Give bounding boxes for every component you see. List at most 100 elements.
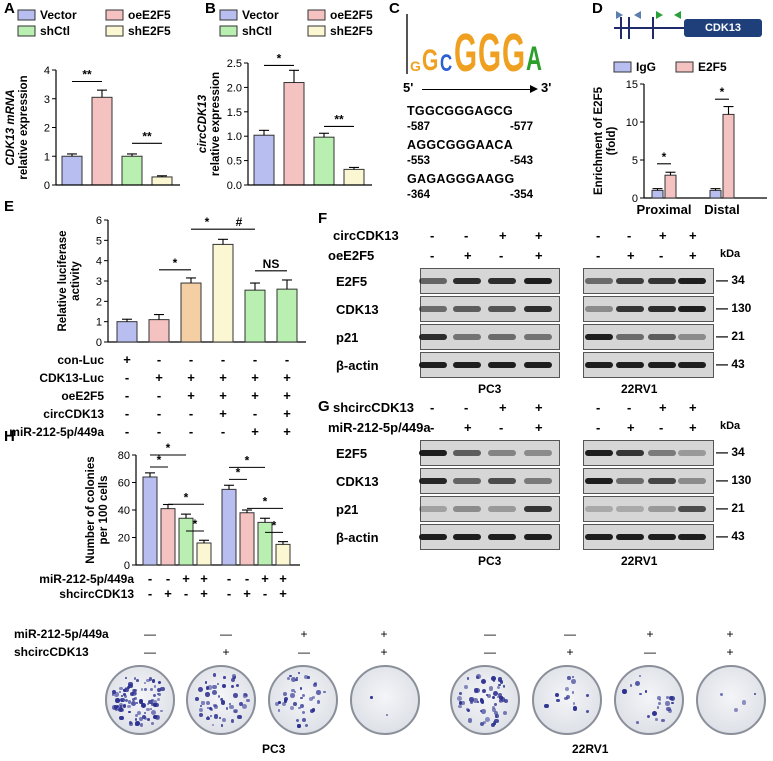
colony-cell-label: 22RV1 xyxy=(572,742,609,756)
blot-cell-label: 22RV1 xyxy=(621,382,658,396)
colony-dot xyxy=(148,699,153,704)
colony-dot xyxy=(220,697,224,701)
blot-band xyxy=(419,306,447,312)
table-h-mark: + xyxy=(243,586,251,601)
colony-dot xyxy=(139,723,144,727)
colony-dot xyxy=(491,705,495,709)
chart-d-sig-label: * xyxy=(662,150,667,164)
colony-dot xyxy=(544,703,549,709)
chart-h-ylabel-1: Number of colonies xyxy=(85,456,97,563)
chart-d-legend-swatch xyxy=(613,61,632,73)
chart-a-bar xyxy=(61,155,83,186)
table-e-row-label: con-Luc xyxy=(57,353,104,367)
colony-dot xyxy=(120,694,124,698)
logo-a: A xyxy=(526,40,542,78)
chart-h-sig-label: * xyxy=(245,453,250,467)
table-h-mark: - xyxy=(227,571,231,586)
colony-dot xyxy=(457,704,462,709)
logo-c: C xyxy=(440,50,453,77)
colony-dot xyxy=(212,684,217,690)
blot-condition-mark: - xyxy=(627,228,632,243)
chart-e-tick-label: 2 xyxy=(96,296,102,308)
blot-band xyxy=(616,478,644,484)
colony-dot xyxy=(140,703,146,709)
colony-dot xyxy=(479,721,484,727)
colony-dot xyxy=(207,706,210,709)
blot-band xyxy=(648,306,676,312)
table-e-mark: + xyxy=(283,406,291,421)
colony-dot xyxy=(458,701,463,706)
table-h-mark: - xyxy=(148,586,152,601)
colony-dot xyxy=(567,676,571,680)
chart-a-tick-label: 4 xyxy=(44,65,50,77)
blot-band xyxy=(453,506,481,512)
colony-row-mark: + xyxy=(222,645,230,659)
blot-condition-mark: - xyxy=(627,400,632,415)
blot-kda-value: — 34 xyxy=(716,273,745,287)
chart-b-tick-label: 0.5 xyxy=(227,156,242,168)
colony-dot xyxy=(564,686,569,691)
colony-dot xyxy=(291,688,295,692)
chart-b-legend-label: shCtl xyxy=(242,24,272,38)
colony-dot xyxy=(214,705,219,710)
colony-dot xyxy=(585,710,589,714)
table-e-mark: + xyxy=(251,370,259,385)
table-e-mark: - xyxy=(221,424,225,439)
colony-dot xyxy=(308,696,314,702)
chart-e: 0 1 2 3 4 5 6 Relative luciferase activity * * # NS c… xyxy=(9,215,306,439)
colony-dot xyxy=(143,688,147,692)
colony-dot xyxy=(554,692,559,697)
colony-dot xyxy=(218,694,221,698)
colony-dot xyxy=(302,711,306,715)
chart-e-tick-label: 5 xyxy=(96,235,102,247)
chart-a-tick-label: 3 xyxy=(44,94,50,106)
colony-dot xyxy=(212,690,217,696)
chart-d-bar xyxy=(709,189,722,199)
blot-membrane xyxy=(583,268,714,294)
blot-condition-mark: + xyxy=(689,228,697,243)
colony-plate xyxy=(268,665,338,735)
colony-dot xyxy=(639,674,642,678)
primer-arrow-1 xyxy=(616,11,623,19)
colony-dot xyxy=(571,679,576,684)
colony-dot xyxy=(312,682,318,688)
blot-band xyxy=(678,534,706,540)
colony-dot xyxy=(117,707,123,712)
colony-dot xyxy=(299,703,305,709)
colony-dot xyxy=(201,701,205,705)
blot-band xyxy=(419,534,447,540)
colony-dot xyxy=(661,718,665,722)
colony-dot xyxy=(119,716,124,721)
table-h-mark: - xyxy=(166,571,170,586)
colony-dot xyxy=(298,672,301,675)
logo-g3: G xyxy=(454,23,478,83)
colony-dot xyxy=(206,716,210,721)
colony-dot xyxy=(277,709,281,712)
colony-dot xyxy=(652,711,657,717)
colony-dot xyxy=(138,699,144,704)
colony-dot xyxy=(222,684,227,689)
gene-box: CDK13 xyxy=(684,19,762,37)
colony-dot xyxy=(491,676,497,682)
chart-d-ylabel-2: (fold) xyxy=(606,126,618,155)
logo-g2: G xyxy=(422,44,439,77)
colony-dot xyxy=(572,702,576,705)
colony-dot xyxy=(229,705,234,710)
colony-dot xyxy=(647,715,651,719)
colony-dot xyxy=(485,694,488,697)
table-h-mark: + xyxy=(279,571,287,586)
logo-g5: G xyxy=(502,23,526,83)
colony-dot xyxy=(146,678,150,683)
colony-dot xyxy=(295,679,298,682)
chart-e-ylabel-2: activity xyxy=(70,261,82,301)
table-e-mark: - xyxy=(157,352,161,367)
logo-g1: G xyxy=(410,58,421,74)
colony-dot xyxy=(200,705,203,708)
colony-row-mark: — xyxy=(144,627,156,641)
colony-dot xyxy=(221,700,226,705)
blot-band xyxy=(453,450,481,456)
colony-row-mark: — xyxy=(484,645,496,659)
colony-dot xyxy=(124,699,128,703)
motif-end: -543 xyxy=(510,155,534,167)
colony-dot xyxy=(127,681,133,687)
